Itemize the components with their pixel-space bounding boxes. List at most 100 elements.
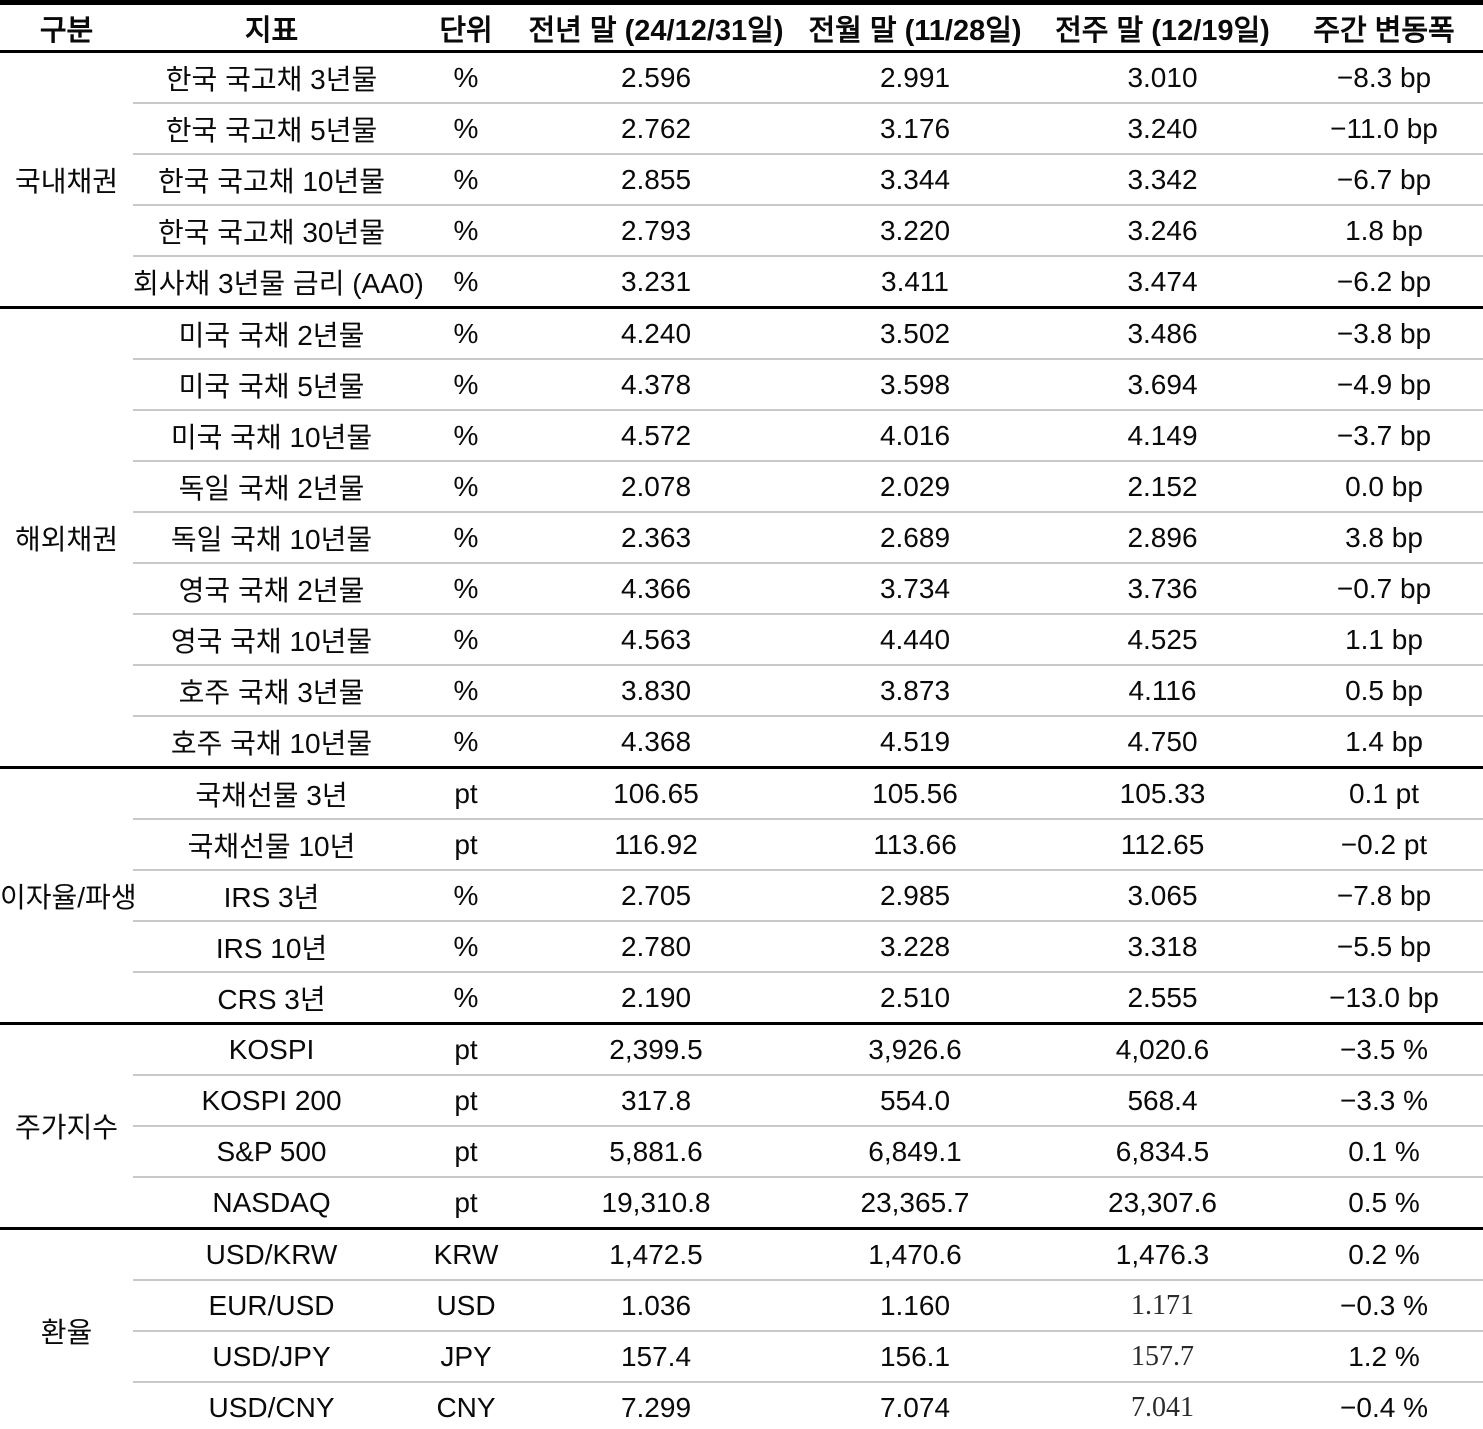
prev-week-value: 3.486	[1040, 306, 1285, 359]
prev-month-value: 23,365.7	[790, 1176, 1040, 1229]
indicator-cell: 국채선물 3년	[133, 766, 410, 819]
prev-month-value: 3.228	[790, 920, 1040, 972]
group-label: 이자율/파생	[0, 766, 137, 1024]
prev-week-value: 1,476.3	[1040, 1227, 1285, 1280]
unit-cell: KRW	[410, 1227, 522, 1280]
prev-year-value: 2.705	[522, 869, 790, 921]
prev-year-value: 4.563	[522, 613, 790, 665]
prev-month-value: 3.734	[790, 562, 1040, 614]
indicator-cell: 호주 국채 3년물	[133, 664, 410, 716]
prev-week-value: 3.736	[1040, 562, 1285, 614]
unit-cell: pt	[410, 1125, 522, 1177]
table-row: 미국 국채 5년물% 4.378 3.598 3.694 −4.9 bp	[0, 358, 1483, 410]
prev-month-value: 105.56	[790, 766, 1040, 819]
indicator-cell: 독일 국채 10년물	[133, 511, 410, 563]
table-row: 영국 국채 2년물% 4.366 3.734 3.736 −0.7 bp	[0, 562, 1483, 614]
prev-month-value: 3.220	[790, 204, 1040, 256]
prev-week-value: 4.525	[1040, 613, 1285, 665]
indicator-cell: 한국 국고채 10년물	[133, 153, 410, 205]
weekly-change-value: −5.5 bp	[1285, 920, 1483, 972]
prev-month-value: 7.074	[790, 1381, 1040, 1429]
prev-month-value: 3.344	[790, 153, 1040, 205]
weekly-change-value: −3.3 %	[1285, 1074, 1483, 1126]
indicator-cell: IRS 10년	[133, 920, 410, 972]
unit-cell: %	[410, 562, 522, 614]
indicator-cell: IRS 3년	[133, 869, 410, 921]
weekly-change-value: −0.3 %	[1285, 1279, 1483, 1331]
prev-year-value: 2.780	[522, 920, 790, 972]
prev-month-value: 3.502	[790, 306, 1040, 359]
unit-cell: %	[410, 358, 522, 410]
weekly-change-value: −0.4 %	[1285, 1381, 1483, 1429]
weekly-change-value: −3.7 bp	[1285, 409, 1483, 461]
prev-month-value: 3.411	[790, 255, 1040, 308]
prev-year-value: 4.366	[522, 562, 790, 614]
column-header-category: 구분	[0, 2, 133, 53]
table-row: USD/JPY JPY 157.4 156.1 157.7 1.2 %	[0, 1330, 1483, 1382]
weekly-change-value: −7.8 bp	[1285, 869, 1483, 921]
table-row: 국내채권 한국 국고채 3년물% 2.596 2.991 3.010 −8.3 bp	[0, 50, 1483, 308]
prev-week-value: 3.318	[1040, 920, 1285, 972]
prev-week-value: 2.152	[1040, 460, 1285, 512]
weekly-change-value: 1.4 bp	[1285, 715, 1483, 768]
prev-week-value: 3.246	[1040, 204, 1285, 256]
weekly-change-value: −3.5 %	[1285, 1022, 1483, 1075]
indicator-cell: KOSPI	[133, 1022, 410, 1075]
prev-week-value: 105.33	[1040, 766, 1285, 819]
unit-cell: %	[410, 920, 522, 972]
prev-year-value: 157.4	[522, 1330, 790, 1382]
prev-month-value: 3.598	[790, 358, 1040, 410]
unit-cell: %	[410, 715, 522, 768]
table-row: 환율 USD/KRW KRW 1,472.5 1,470.6 1,476.3 0.2 %	[0, 1227, 1483, 1429]
unit-cell: %	[410, 50, 522, 103]
table-row: 해외채권 미국 국채 2년물% 4.240 3.502 3.486 −3.8 bp	[0, 306, 1483, 768]
weekly-change-value: −4.9 bp	[1285, 358, 1483, 410]
table-row: 독일 국채 2년물% 2.078 2.029 2.152 0.0 bp	[0, 460, 1483, 512]
unit-cell: pt	[410, 1176, 522, 1229]
weekly-change-value: −0.2 pt	[1285, 818, 1483, 870]
weekly-change-value: −6.7 bp	[1285, 153, 1483, 205]
prev-year-value: 2.762	[522, 102, 790, 154]
indicator-cell: 미국 국채 5년물	[133, 358, 410, 410]
weekly-change-value: 0.5 %	[1285, 1176, 1483, 1229]
prev-year-value: 4.240	[522, 306, 790, 359]
unit-cell: %	[410, 971, 522, 1024]
table-header: 구분 지표 단위 전년 말 (24/12/31일) 전월 말 (11/28일) …	[0, 2, 1483, 53]
prev-month-value: 3,926.6	[790, 1022, 1040, 1075]
unit-cell: pt	[410, 818, 522, 870]
unit-cell: %	[410, 664, 522, 716]
prev-week-value: 3.240	[1040, 102, 1285, 154]
group-label: 환율	[0, 1227, 133, 1429]
unit-cell: %	[410, 153, 522, 205]
column-header-prev-month: 전월 말 (11/28일)	[790, 2, 1040, 53]
prev-month-value: 4.440	[790, 613, 1040, 665]
indicator-cell: 독일 국채 2년물	[133, 460, 410, 512]
column-header-unit: 단위	[410, 2, 522, 53]
table-row: EUR/USD USD 1.036 1.160 1.171 −0.3 %	[0, 1279, 1483, 1331]
table-row: 이자율/파생 국채선물 3년 pt 106.65 105.56 105.33 0.1 pt	[0, 766, 1483, 1024]
prev-year-value: 2.190	[522, 971, 790, 1024]
indicator-cell: 한국 국고채 3년물	[133, 50, 410, 103]
prev-week-value: 2.555	[1040, 971, 1285, 1024]
unit-cell: %	[410, 306, 522, 359]
prev-year-value: 2.855	[522, 153, 790, 205]
prev-month-value: 2.985	[790, 869, 1040, 921]
prev-week-value: 23,307.6	[1040, 1176, 1285, 1229]
weekly-change-value: 0.1 pt	[1285, 766, 1483, 819]
column-header-indicator: 지표	[133, 2, 410, 53]
indicator-cell: NASDAQ	[133, 1176, 410, 1229]
prev-year-value: 317.8	[522, 1074, 790, 1126]
column-header-prev-year: 전년 말 (24/12/31일)	[522, 2, 790, 53]
table-row: USD/CNY CNY 7.299 7.074 7.041 −0.4 %	[0, 1381, 1483, 1429]
weekly-change-value: −0.7 bp	[1285, 562, 1483, 614]
prev-week-value: 3.010	[1040, 50, 1285, 103]
weekly-change-value: −13.0 bp	[1285, 971, 1483, 1024]
table-row: KOSPI 200 pt 317.8 554.0 568.4 −3.3 %	[0, 1074, 1483, 1126]
prev-month-value: 3.873	[790, 664, 1040, 716]
prev-year-value: 2,399.5	[522, 1022, 790, 1075]
table-row: NASDAQ pt 19,310.8 23,365.7 23,307.6 0.5 %	[0, 1176, 1483, 1229]
prev-week-value: 1.171	[1040, 1279, 1285, 1331]
unit-cell: pt	[410, 1074, 522, 1126]
table-row: IRS 10년% 2.780 3.228 3.318 −5.5 bp	[0, 920, 1483, 972]
unit-cell: CNY	[410, 1381, 522, 1429]
